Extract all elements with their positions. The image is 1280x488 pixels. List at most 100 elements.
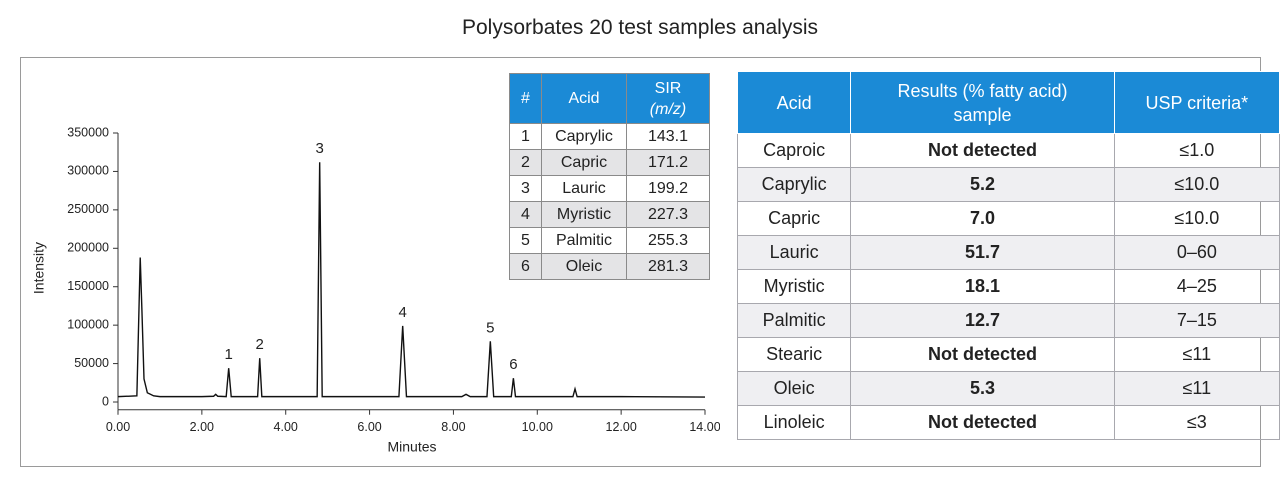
peak-label: 6 bbox=[509, 356, 517, 373]
table-cell: ≤11 bbox=[1113, 337, 1280, 372]
table-cell: 5.3 bbox=[850, 371, 1115, 406]
x-tick-label: 4.00 bbox=[274, 420, 298, 434]
table-cell: 0–60 bbox=[1113, 235, 1280, 270]
table-row: Palmitic 12.7 7–15 bbox=[736, 303, 1280, 338]
table-row: Caproic Not detected ≤1.0 bbox=[736, 133, 1280, 168]
peak-label: 3 bbox=[316, 140, 324, 157]
header-cell: SIR (m/z) bbox=[626, 73, 710, 124]
table-cell: Caprylic bbox=[541, 123, 627, 150]
table-cell: 4–25 bbox=[1113, 269, 1280, 304]
table-cell: 171.2 bbox=[626, 149, 710, 176]
y-tick-label: 200000 bbox=[67, 241, 109, 255]
table-row: Capric 7.0 ≤10.0 bbox=[736, 201, 1280, 236]
table-cell: Lauric bbox=[541, 175, 627, 202]
y-tick-label: 150000 bbox=[67, 279, 109, 293]
table-cell: 51.7 bbox=[850, 235, 1115, 270]
table-cell: Palmitic bbox=[736, 303, 852, 338]
header-cell: Results (% fatty acid) sample bbox=[850, 71, 1115, 134]
table-cell: Oleic bbox=[736, 371, 852, 406]
x-tick-label: 12.00 bbox=[606, 420, 637, 434]
table-cell: 4 bbox=[509, 201, 542, 228]
x-tick-label: 10.00 bbox=[522, 420, 553, 434]
table-cell: Capric bbox=[736, 201, 852, 236]
table-cell: Myristic bbox=[736, 269, 852, 304]
table-cell: Caprylic bbox=[736, 167, 852, 202]
x-tick-label: 14.00 bbox=[689, 420, 720, 434]
table-cell: Oleic bbox=[541, 253, 627, 280]
header-unit: (m/z) bbox=[649, 100, 687, 118]
header-cell: # bbox=[509, 73, 542, 124]
table-cell: 255.3 bbox=[626, 227, 710, 254]
page-title: Polysorbates 20 test samples analysis bbox=[461, 16, 818, 39]
peak-label: 4 bbox=[399, 304, 407, 321]
table-cell: Linoleic bbox=[736, 405, 852, 440]
table-cell: Stearic bbox=[736, 337, 852, 372]
table-cell: 7–15 bbox=[1113, 303, 1280, 338]
table-row: 6 Oleic 281.3 bbox=[509, 253, 710, 280]
table-cell: Myristic bbox=[541, 201, 627, 228]
header-cell: Acid bbox=[736, 71, 852, 134]
table-cell: Not detected bbox=[850, 133, 1115, 168]
table-row: 3 Lauric 199.2 bbox=[509, 175, 710, 202]
x-tick-label: 0.00 bbox=[106, 420, 130, 434]
y-tick-label: 250000 bbox=[67, 202, 109, 216]
table-cell: 12.7 bbox=[850, 303, 1115, 338]
header-text: SIR bbox=[654, 79, 682, 97]
x-tick-label: 8.00 bbox=[441, 420, 465, 434]
table-cell: Caproic bbox=[736, 133, 852, 168]
table-row: 4 Myristic 227.3 bbox=[509, 201, 710, 228]
table-row: Caprylic 5.2 ≤10.0 bbox=[736, 167, 1280, 202]
table-cell: 227.3 bbox=[626, 201, 710, 228]
header-cell: Acid bbox=[541, 73, 627, 124]
peak-label: 1 bbox=[225, 346, 233, 363]
table-cell: 6 bbox=[509, 253, 542, 280]
x-axis-label: Minutes bbox=[387, 439, 436, 455]
table-cell: 1 bbox=[509, 123, 542, 150]
y-axis-label: Intensity bbox=[31, 242, 47, 294]
peak-label: 5 bbox=[486, 319, 494, 336]
header-cell: USP criteria* bbox=[1113, 71, 1280, 134]
y-tick-label: 0 bbox=[102, 394, 109, 408]
table-cell: ≤3 bbox=[1113, 405, 1280, 440]
table-cell: Not detected bbox=[850, 337, 1115, 372]
table-cell: Capric bbox=[541, 149, 627, 176]
peak-label: 2 bbox=[256, 336, 264, 353]
table-cell: 281.3 bbox=[626, 253, 710, 280]
table-row: 5 Palmitic 255.3 bbox=[509, 227, 710, 254]
table-cell: Not detected bbox=[850, 405, 1115, 440]
table-row: Oleic 5.3 ≤11 bbox=[736, 371, 1280, 406]
header-row: Acid Results (% fatty acid) sample USP cri… bbox=[736, 71, 1280, 134]
table-cell: ≤11 bbox=[1113, 371, 1280, 406]
x-tick-label: 2.00 bbox=[190, 420, 214, 434]
x-tick-label: 6.00 bbox=[357, 420, 381, 434]
table-cell: Lauric bbox=[736, 235, 852, 270]
table-cell: 5 bbox=[509, 227, 542, 254]
table-row: Linoleic Not detected ≤3 bbox=[736, 405, 1280, 440]
table-cell: 5.2 bbox=[850, 167, 1115, 202]
table-cell: Palmitic bbox=[541, 227, 627, 254]
table-row: Stearic Not detected ≤11 bbox=[736, 337, 1280, 372]
table-cell: 3 bbox=[509, 175, 542, 202]
table-cell: 2 bbox=[509, 149, 542, 176]
table-cell: ≤1.0 bbox=[1113, 133, 1280, 168]
table-cell: ≤10.0 bbox=[1113, 167, 1280, 202]
header-row: # Acid SIR (m/z) bbox=[509, 73, 710, 124]
y-tick-label: 50000 bbox=[74, 356, 109, 370]
chart: Minutes Intensity 0 50000 100000 150000 2000… bbox=[31, 125, 720, 455]
table-row: 2 Capric 171.2 bbox=[509, 149, 710, 176]
table-cell: 18.1 bbox=[850, 269, 1115, 304]
table-cell: 7.0 bbox=[850, 201, 1115, 236]
results-table: Acid Results (% fatty acid) sample USP cri… bbox=[736, 71, 1280, 440]
y-tick-label: 300000 bbox=[67, 164, 109, 178]
y-tick-label: 100000 bbox=[67, 317, 109, 331]
table-cell: 143.1 bbox=[626, 123, 710, 150]
y-tick-label: 350000 bbox=[67, 125, 109, 139]
table-row: Lauric 51.7 0–60 bbox=[736, 235, 1280, 270]
peak-table: # Acid SIR (m/z) 1 Caprylic 143.1 2 Capric 171.2 3… bbox=[509, 73, 710, 280]
table-row: Myristic 18.1 4–25 bbox=[736, 269, 1280, 304]
table-row: 1 Caprylic 143.1 bbox=[509, 123, 710, 150]
chromatogram-line bbox=[117, 162, 706, 398]
table-cell: 199.2 bbox=[626, 175, 710, 202]
table-cell: ≤10.0 bbox=[1113, 201, 1280, 236]
